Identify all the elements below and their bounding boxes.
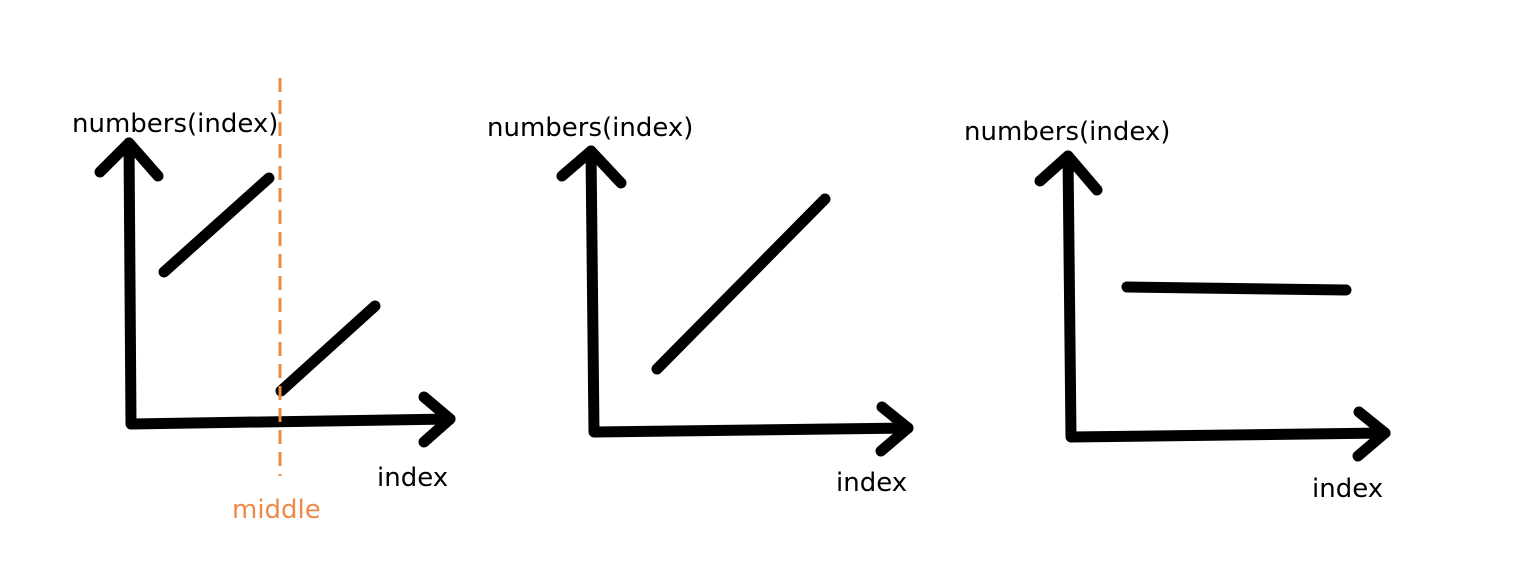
panel-2-axes [585, 145, 914, 438]
panel-3-flat-segment [1121, 281, 1352, 296]
middle-label: middle [232, 495, 321, 525]
panel-3-x-axis-label: index [1312, 474, 1383, 504]
panel-3: numbers(index) index [964, 117, 1391, 504]
panel-1-x-arrowhead [418, 391, 456, 448]
panel-1-axes [123, 137, 456, 430]
panel-1-lower-segment [275, 300, 381, 397]
panel-3-y-axis-label: numbers(index) [964, 117, 1170, 147]
panel-2-y-axis-label: numbers(index) [487, 113, 693, 143]
panel-2-x-arrowhead [875, 401, 914, 457]
panel-2-ascending-segment [651, 193, 831, 375]
panel-2: numbers(index) index [487, 113, 914, 498]
panel-1-upper-segment [158, 172, 275, 278]
panel-1: numbers(index) middle index [72, 78, 456, 525]
panel-3-x-arrowhead [1352, 406, 1391, 462]
panel-3-axes [1062, 150, 1391, 443]
panel-2-x-axis-label: index [836, 468, 907, 498]
panel-1-y-axis-label: numbers(index) [72, 109, 278, 139]
panel-1-x-axis-label: index [377, 463, 448, 493]
